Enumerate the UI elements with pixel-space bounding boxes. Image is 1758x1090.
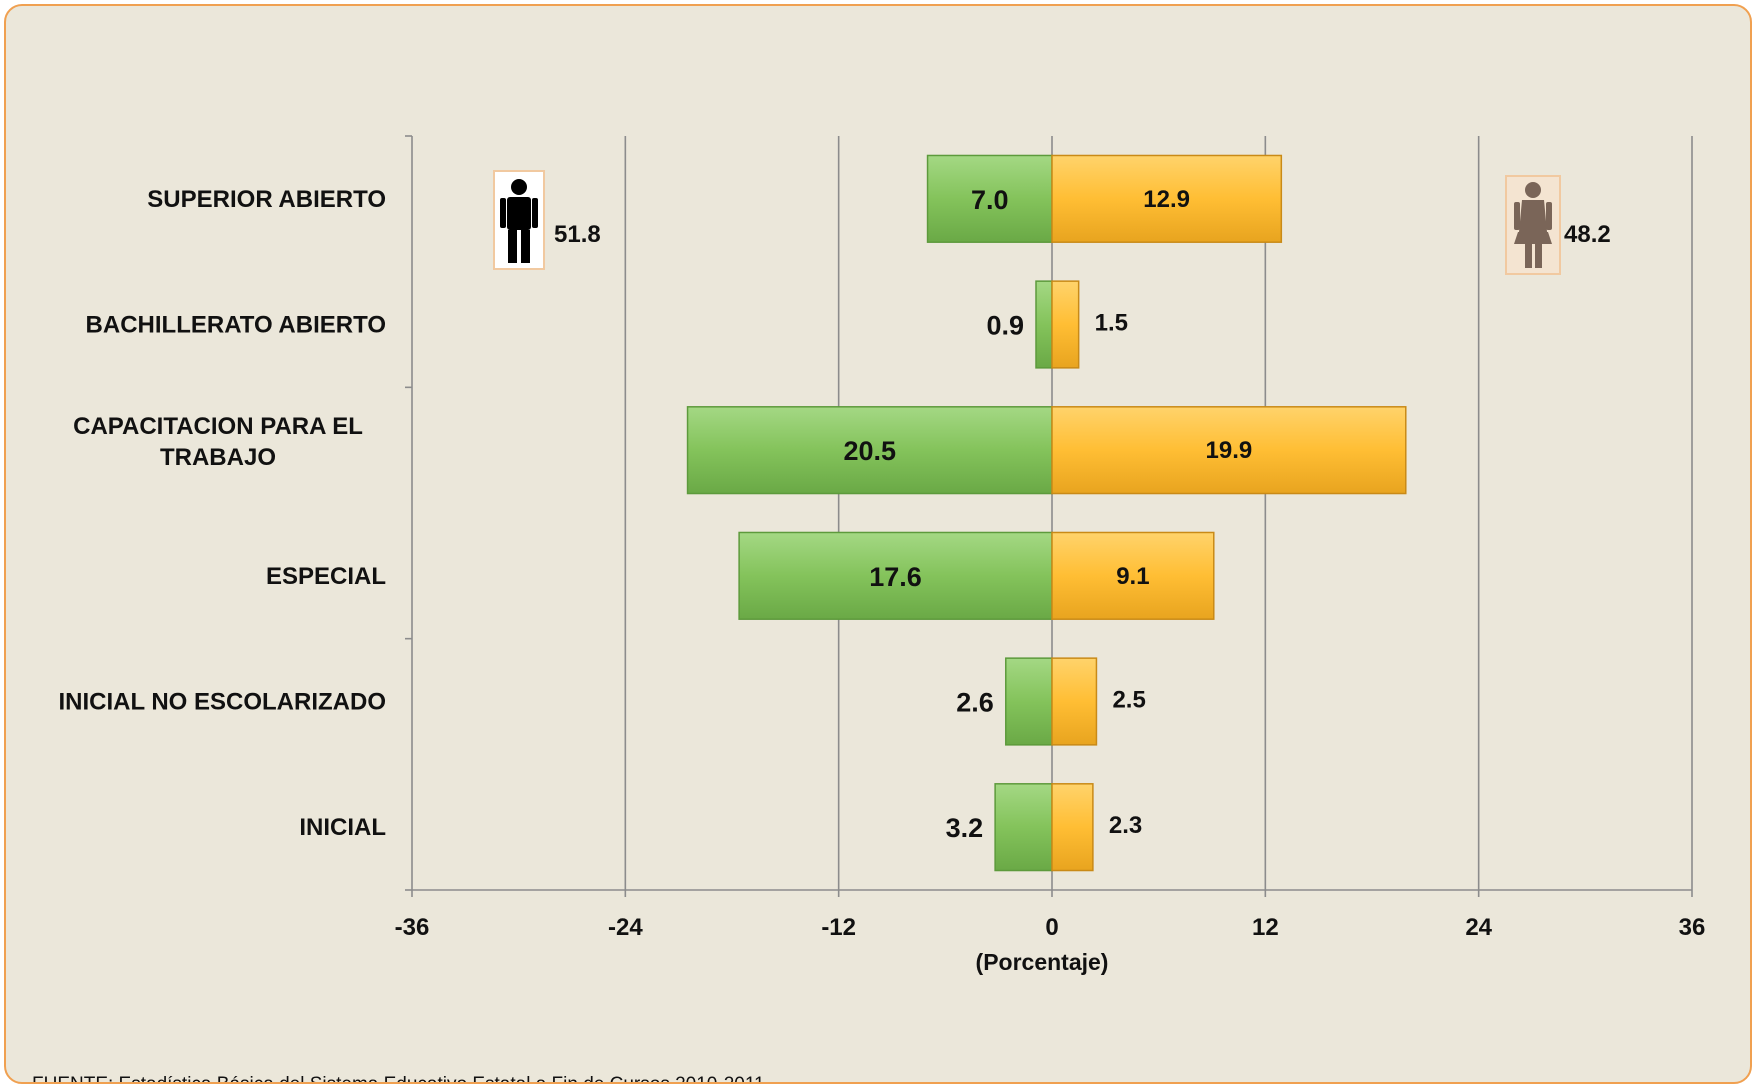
bar-left [926, 154, 1053, 243]
bar-right-value-label: 2.5 [1112, 687, 1145, 714]
source-note: FUENTE: Estadística Básica del Sistema E… [32, 1074, 770, 1082]
bar-left-value-label: 7.0 [971, 185, 1009, 215]
bar-right-value-label: 12.9 [1143, 186, 1190, 213]
x-axis-title: (Porcentaje) [976, 949, 1109, 975]
man-icon [493, 170, 545, 270]
x-tick-label: -24 [608, 914, 643, 941]
category-label: INICIAL NO ESCOLARIZADO [58, 689, 386, 716]
bar-left-value-label: 3.2 [946, 813, 984, 843]
bar-right [1051, 406, 1407, 495]
bar-left-value-label: 20.5 [843, 436, 896, 466]
bar-left [1005, 657, 1053, 746]
category-label: INICIAL [299, 814, 386, 841]
category-label: ESPECIAL [266, 563, 386, 590]
bar-left [994, 783, 1053, 872]
chart-frame: 7.0 12.9 SUPERIOR ABIERTO 0.9 1.5 BACHILLERAT… [4, 4, 1752, 1084]
bar-right [1051, 531, 1215, 620]
bar-right [1051, 280, 1080, 369]
category-label: CAPACITACION PARA EL TRABAJO [73, 413, 363, 471]
bar-right-value-label: 1.5 [1095, 310, 1128, 337]
x-tick-label: 0 [1045, 914, 1058, 941]
bar-left-value-label: 17.6 [869, 562, 922, 592]
bar-left-value-label: 2.6 [956, 688, 994, 718]
bar-left [1035, 280, 1053, 369]
bar-left-value-label: 0.9 [986, 311, 1024, 341]
x-tick-label: -12 [821, 914, 856, 941]
bar-right-value-label: 9.1 [1116, 563, 1149, 590]
bar-right [1051, 154, 1283, 243]
bar-left [738, 531, 1053, 620]
bar-right [1051, 783, 1094, 872]
category-label-line: CAPACITACION PARA EL [73, 413, 363, 440]
bar-left [686, 406, 1053, 495]
female-total-label: 48.2 [1564, 221, 1611, 248]
category-label-line: TRABAJO [160, 444, 276, 471]
bar-right [1051, 657, 1098, 746]
male-total-label: 51.8 [554, 221, 601, 248]
x-tick-label: 24 [1465, 914, 1492, 941]
x-tick-label: -36 [395, 914, 430, 941]
category-label: SUPERIOR ABIERTO [147, 186, 386, 213]
x-tick-label: 36 [1679, 914, 1706, 941]
x-tick-label: 12 [1252, 914, 1279, 941]
category-label: BACHILLERATO ABIERTO [86, 312, 386, 339]
bar-right-value-label: 19.9 [1206, 437, 1253, 464]
woman-icon [1505, 175, 1561, 275]
population-pyramid-chart: 7.0 12.9 SUPERIOR ABIERTO 0.9 1.5 BACHILLERAT… [58, 135, 1706, 975]
bar-right-value-label: 2.3 [1109, 812, 1142, 839]
